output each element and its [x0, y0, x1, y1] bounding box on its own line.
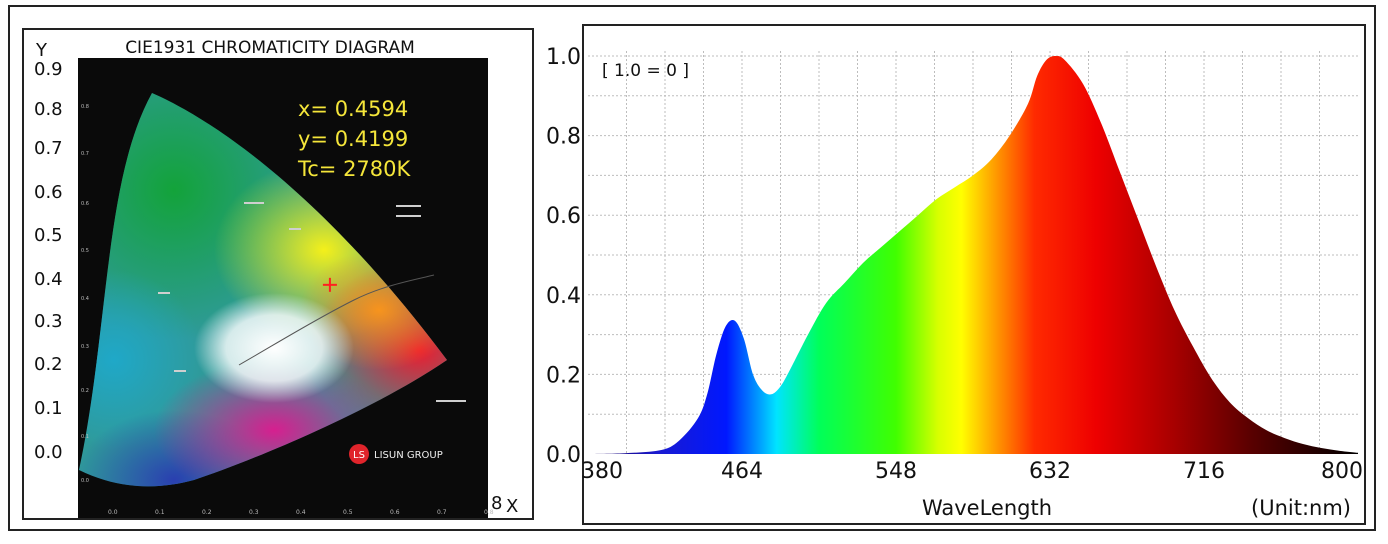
cie-y-tick: 0.0 [34, 442, 63, 463]
inner-x-ticks: 0.0 0.1 0.2 0.3 0.4 0.5 0.6 0.7 0.8 [108, 509, 494, 516]
inner-x-tick: 0.3 [249, 509, 259, 516]
inner-x-tick: 0.7 [437, 509, 447, 516]
cie-y-tick: 0.6 [34, 182, 63, 203]
inner-x-tick: 0.5 [343, 509, 353, 516]
spectrum-y-tick: 0.6 [546, 204, 581, 229]
svg-text:0.4: 0.4 [81, 296, 89, 302]
svg-text:0.1: 0.1 [81, 434, 89, 440]
cie-y-tick: 0.1 [34, 398, 63, 419]
cie-y-ticks: 0.9 0.8 0.7 0.6 0.5 0.4 0.3 0.2 0.1 0.0 [34, 59, 63, 463]
spectrum-y-tick: 0.0 [546, 443, 581, 468]
spectrum-x-tick: 380 [581, 459, 623, 484]
svg-text:0.7: 0.7 [81, 151, 89, 157]
lisun-logo: LS LISUN GROUP [349, 444, 443, 464]
spectrum-y-ticks: 1.0 0.8 0.6 0.4 0.2 0.0 [546, 45, 581, 468]
svg-text:LS: LS [353, 450, 365, 461]
spectrum-x-tick: 800 [1321, 459, 1363, 484]
spectrum-y-tick: 1.0 [546, 45, 581, 70]
cie-y-tick: 0.8 [34, 99, 63, 120]
chromaticity-marker [322, 277, 337, 292]
cie-y-tick: 0.2 [34, 354, 63, 375]
inner-x-tick: 0.4 [296, 509, 306, 516]
cie-x-end-tick: 8 [491, 493, 502, 514]
planckian-locus [238, 274, 435, 366]
cie-y-tick: 0.3 [34, 311, 63, 332]
spectrum-y-tick: 0.2 [546, 363, 581, 388]
spectrum-legend-note: [ 1.0 = 0 ] [602, 61, 689, 81]
svg-text:0.2: 0.2 [81, 388, 89, 394]
svg-text:0.3: 0.3 [81, 344, 89, 350]
figure-frame [8, 5, 1376, 531]
inner-y-ticks: 0.0 0.1 0.2 0.3 0.4 0.5 0.6 0.7 0.8 [81, 104, 89, 484]
cie-y-tick: 0.7 [34, 138, 63, 159]
logo-badge-icon [349, 444, 369, 464]
cie-title: CIE1931 CHROMATICITY DIAGRAM [125, 38, 415, 58]
spectrum-area [588, 55, 1358, 454]
spectrum-panel: 1.0 0.8 0.6 0.4 0.2 0.0 380 464 548 632 716 800 [ … [546, 24, 1366, 525]
cie-y-axis-label: Y [35, 40, 48, 61]
cie-y-tick: 0.4 [34, 269, 63, 290]
inner-x-tick: 0.2 [202, 509, 212, 516]
spectrum-x-tick: 464 [721, 459, 763, 484]
svg-text:0.8: 0.8 [81, 104, 89, 110]
spectrum-x-tick: 716 [1183, 459, 1225, 484]
cie-diagram: 0.0 0.1 0.2 0.3 0.4 0.5 0.6 0.7 0.8 0.0 0… [34, 38, 518, 518]
inner-x-tick: 0.0 [108, 509, 118, 516]
spectrum-chart: 1.0 0.8 0.6 0.4 0.2 0.0 380 464 548 632 716 800 [ … [546, 45, 1363, 520]
spectrum-x-label: WaveLength [922, 496, 1052, 520]
inner-x-tick: 0.8 [484, 509, 494, 516]
spectrum-x-tick: 548 [875, 459, 917, 484]
readout-x: x= 0.4594 [298, 97, 408, 121]
inner-x-tick: 0.1 [155, 509, 165, 516]
tiny-labels [158, 202, 466, 402]
svg-text:0.0: 0.0 [81, 478, 89, 484]
cie-x-axis-label: X [506, 496, 518, 517]
spectrum-y-tick: 0.4 [546, 284, 581, 309]
cie-readout: x= 0.4594 y= 0.4199 Tc= 2780K [297, 97, 412, 181]
spectrum-unit: (Unit:nm) [1251, 496, 1351, 520]
logo-text: LISUN GROUP [374, 450, 443, 461]
cie-y-tick: 0.9 [34, 59, 63, 80]
svg-text:0.5: 0.5 [81, 248, 89, 254]
spectrum-y-tick: 0.8 [546, 125, 581, 150]
svg-text:0.6: 0.6 [81, 201, 89, 207]
spectrum-x-ticks: 380 464 548 632 716 800 [581, 459, 1363, 484]
readout-y: y= 0.4199 [298, 127, 408, 151]
cie-panel: 0.0 0.1 0.2 0.3 0.4 0.5 0.6 0.7 0.8 0.0 0… [22, 28, 534, 520]
inner-x-tick: 0.6 [390, 509, 400, 516]
spectrum-x-tick: 632 [1029, 459, 1071, 484]
cie-y-tick: 0.5 [34, 225, 63, 246]
readout-tc: Tc= 2780K [297, 157, 412, 181]
